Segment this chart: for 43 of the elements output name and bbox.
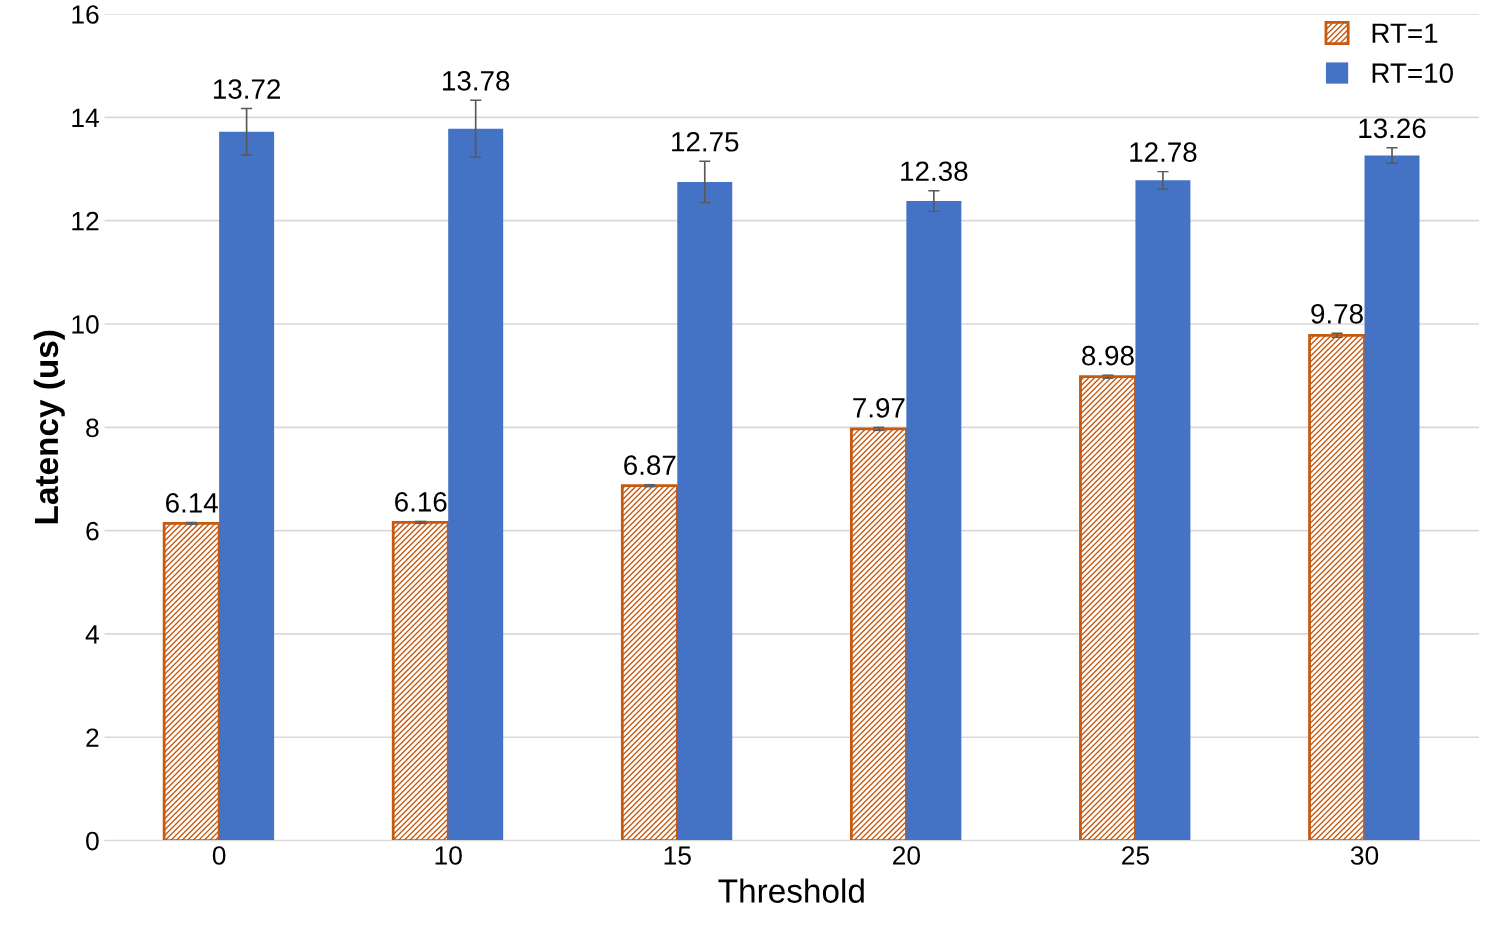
x-tick-label: 10 — [435, 846, 462, 865]
bar — [906, 201, 962, 841]
data-label: 6.87 — [624, 455, 676, 476]
y-tick-label: 6 — [86, 521, 99, 541]
data-label: 12.38 — [901, 161, 968, 182]
legend-label: RT=1 — [1372, 23, 1438, 43]
y-tick-label: 4 — [85, 625, 99, 644]
x-tick-label: 25 — [1122, 846, 1150, 865]
x-tick-label: 15 — [664, 846, 691, 865]
x-axis-title: Threshold — [718, 878, 864, 903]
bar — [219, 131, 275, 841]
bar — [1308, 333, 1366, 841]
y-tick-label: 10 — [72, 315, 99, 334]
bar — [620, 484, 679, 841]
bar — [1135, 180, 1191, 841]
y-tick-label: 12 — [72, 211, 99, 231]
y-tick-label: 2 — [86, 728, 99, 747]
y-tick-label: 14 — [72, 108, 99, 127]
bar — [162, 522, 221, 841]
bar — [1364, 155, 1420, 841]
data-label: 13.26 — [1359, 118, 1426, 139]
bar — [448, 128, 504, 841]
data-label: 12.78 — [1130, 142, 1197, 162]
bar — [677, 181, 733, 841]
y-tick-label: 16 — [72, 5, 99, 24]
x-tick-label: 20 — [893, 846, 921, 865]
data-label: 6.16 — [395, 492, 447, 512]
x-tick-label: 0 — [212, 846, 226, 865]
data-label: 7.97 — [853, 398, 905, 418]
y-axis-title: Latency (us) — [33, 330, 65, 524]
legend-label: RT=10 — [1372, 63, 1453, 83]
y-tick-label: 8 — [86, 418, 99, 438]
y-tick-label: 0 — [86, 831, 99, 851]
bar — [391, 520, 450, 841]
bar — [1079, 375, 1137, 841]
data-label: 13.78 — [443, 70, 510, 91]
data-label: 6.14 — [166, 493, 218, 513]
data-label: 9.78 — [1311, 303, 1363, 324]
data-label: 8.98 — [1082, 345, 1134, 366]
data-label: 13.72 — [213, 79, 280, 99]
x-tick-label: 30 — [1350, 846, 1379, 865]
bar — [849, 427, 908, 841]
data-label: 12.75 — [672, 131, 739, 152]
